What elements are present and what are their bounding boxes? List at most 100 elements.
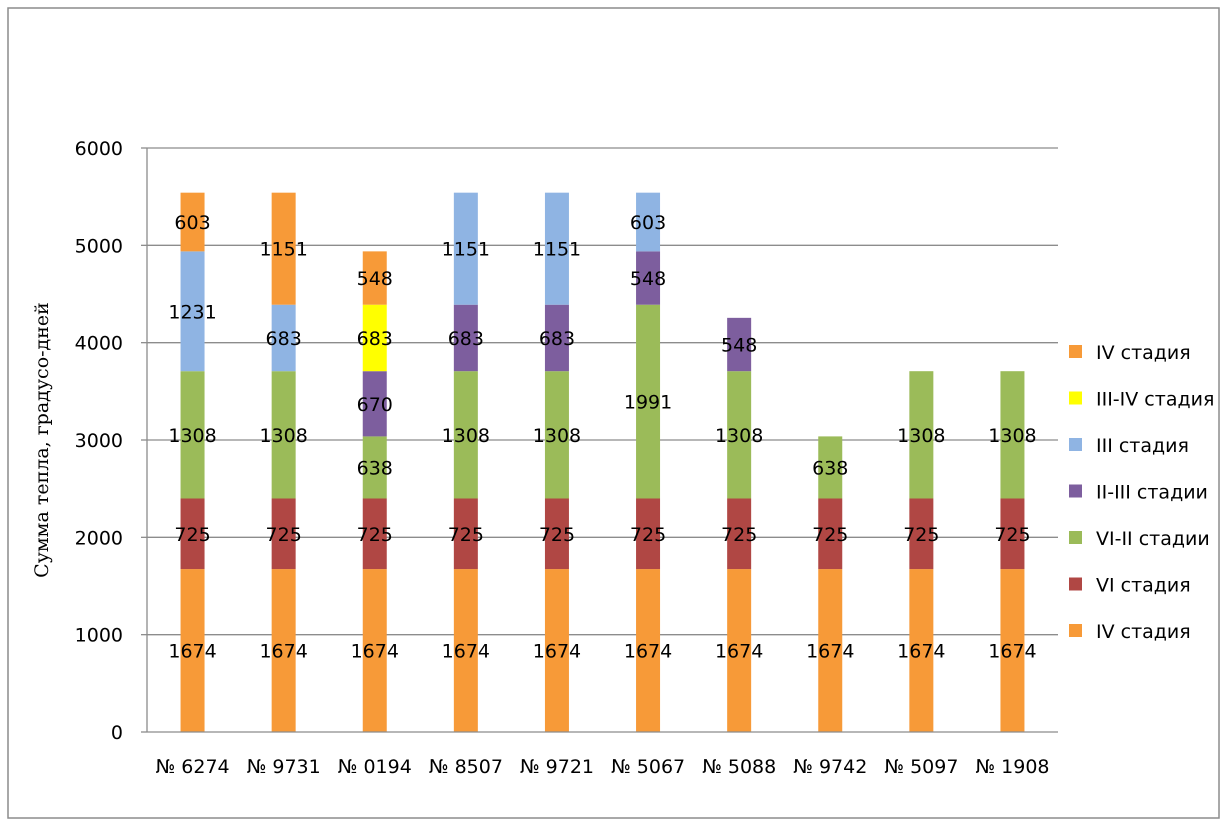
data-label: 1308	[897, 425, 945, 447]
data-label: 1231	[168, 301, 216, 323]
data-label: 725	[903, 524, 939, 546]
data-label: 725	[266, 524, 302, 546]
bar-segment	[362, 371, 387, 437]
data-label: 1674	[259, 641, 307, 663]
data-label: 1674	[806, 641, 854, 663]
bar-segment	[271, 498, 296, 570]
bar-segment	[271, 192, 296, 305]
x-tick-label: № 9721	[520, 756, 594, 778]
bar-segment	[909, 498, 934, 570]
data-label: 1151	[259, 239, 307, 261]
data-labels: 1674 725 1308 1231 603 1674 725 1308 683 1151 1674…	[168, 212, 1036, 663]
data-label: 638	[357, 457, 393, 479]
legend-label: III-IV стадия	[1096, 389, 1214, 411]
x-tick-label: № 5097	[884, 756, 958, 778]
data-label: 548	[357, 268, 393, 290]
legend-swatch	[1069, 624, 1082, 637]
x-tick-label: № 5088	[702, 756, 776, 778]
data-label: 683	[539, 328, 575, 350]
data-label: 548	[630, 268, 666, 290]
legend-swatch	[1069, 345, 1082, 358]
bars	[180, 192, 1025, 732]
bar-segment	[180, 498, 205, 570]
data-label: 1308	[442, 425, 490, 447]
bar-segment	[818, 569, 843, 732]
y-axis-title: Сумма тепла, градусо-дней	[31, 302, 53, 578]
bar-segment	[453, 192, 478, 305]
x-tick-label: № 9742	[793, 756, 867, 778]
bar-segment	[362, 569, 387, 732]
legend-label: III стадия	[1096, 435, 1189, 457]
data-label: 683	[448, 328, 484, 350]
bar-segment	[818, 436, 843, 499]
y-tick-label: 0	[111, 722, 123, 744]
bar-segment	[727, 498, 752, 570]
data-label: 1151	[442, 239, 490, 261]
bar-segment	[1000, 569, 1025, 732]
legend-label: VI-II стадии	[1096, 528, 1210, 550]
bar-segment	[636, 498, 661, 570]
data-label: 1674	[168, 641, 216, 663]
data-label: 725	[174, 524, 210, 546]
y-tick-label: 3000	[75, 430, 123, 452]
x-tick-label: № 1908	[975, 756, 1049, 778]
legend-label: II-III стадии	[1096, 482, 1208, 504]
bar-segment	[636, 569, 661, 732]
legend-label: IV стадия	[1096, 342, 1191, 364]
bar-segment	[362, 304, 387, 372]
data-label: 725	[630, 524, 666, 546]
x-tick-label: № 5067	[611, 756, 685, 778]
data-label: 1674	[533, 641, 581, 663]
data-label: 638	[812, 457, 848, 479]
data-label: 1151	[533, 239, 581, 261]
bar-segment	[544, 192, 569, 305]
data-label: 683	[357, 328, 393, 350]
bar-segment	[180, 569, 205, 732]
bar-segment	[636, 251, 661, 305]
data-label: 1991	[624, 392, 672, 414]
x-tick-label: № 0194	[338, 756, 412, 778]
data-label: 725	[721, 524, 757, 546]
bar-segment	[271, 371, 296, 499]
bar-segment	[180, 251, 205, 372]
bar-segment	[544, 498, 569, 570]
data-label: 1308	[259, 425, 307, 447]
bar-segment	[727, 317, 752, 372]
data-label: 725	[357, 524, 393, 546]
bar-segment	[636, 304, 661, 499]
bar-segment	[453, 304, 478, 372]
data-label: 1674	[715, 641, 763, 663]
data-label: 670	[357, 394, 393, 416]
y-tick-label: 6000	[75, 138, 123, 160]
bar-segment	[1000, 371, 1025, 499]
legend-label: IV стадия	[1096, 621, 1191, 643]
legend: IV стадия III-IV стадия III стадия II-III с…	[1069, 342, 1214, 643]
axes: 0 1000 2000 3000 4000 5000 6000 № 6274 № 9731 № 0…	[75, 138, 1058, 778]
x-tick-label: № 6274	[155, 756, 229, 778]
y-tick-label: 4000	[75, 333, 123, 355]
data-label: 1674	[442, 641, 490, 663]
data-label: 1674	[624, 641, 672, 663]
x-tick-label: № 8507	[429, 756, 503, 778]
bar-segment	[271, 569, 296, 732]
bar-segment	[453, 371, 478, 499]
y-tick-label: 2000	[75, 527, 123, 549]
data-label: 1308	[715, 425, 763, 447]
bar-segment	[180, 192, 205, 252]
bar-segment	[362, 436, 387, 499]
bar-segment	[909, 569, 934, 732]
data-label: 1308	[988, 425, 1036, 447]
bar-segment	[818, 498, 843, 570]
legend-swatch	[1069, 391, 1082, 405]
bar-segment	[362, 498, 387, 570]
bar-segment	[636, 192, 661, 252]
bar-segment	[453, 569, 478, 732]
legend-swatch	[1069, 577, 1082, 591]
legend-label: VI стадия	[1096, 575, 1191, 597]
data-label: 603	[174, 212, 210, 234]
data-label: 725	[994, 524, 1030, 546]
gridlines	[147, 147, 1058, 636]
bar-segment	[909, 371, 934, 499]
legend-swatch	[1069, 484, 1082, 498]
data-label: 1308	[168, 425, 216, 447]
